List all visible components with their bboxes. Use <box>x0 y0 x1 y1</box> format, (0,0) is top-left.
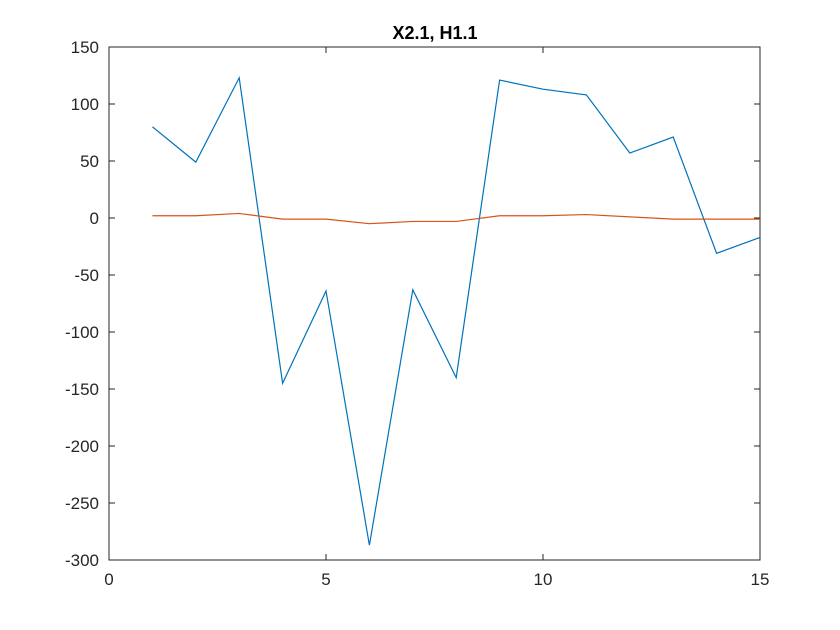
series-line-1 <box>152 75 761 546</box>
y-tick-label: 100 <box>71 95 99 114</box>
plot-area <box>108 46 761 561</box>
y-tick-label: 0 <box>90 209 99 228</box>
x-tick-label: 15 <box>751 570 770 589</box>
series-line-2 <box>152 212 760 225</box>
x-tick-label: 0 <box>104 570 113 589</box>
y-tick-label: 50 <box>80 152 99 171</box>
y-tick-label: -150 <box>65 380 99 399</box>
ticks-layer: 0 5 10 15 150 100 50 0 -50 -100 -150 -200 -250 -300 <box>65 38 769 589</box>
series-layer <box>152 75 761 546</box>
y-tick-label: -250 <box>65 494 99 513</box>
axes-box <box>108 46 761 561</box>
y-tick-label: -100 <box>65 323 99 342</box>
y-tick-label: -200 <box>65 437 99 456</box>
chart-title: X2.1, H1.1 <box>392 23 477 43</box>
y-tick-label: 150 <box>71 38 99 57</box>
y-tick-label: -50 <box>74 266 99 285</box>
x-tick-label: 5 <box>321 570 330 589</box>
y-tick-label: -300 <box>65 551 99 570</box>
x-tick-label: 10 <box>534 570 553 589</box>
